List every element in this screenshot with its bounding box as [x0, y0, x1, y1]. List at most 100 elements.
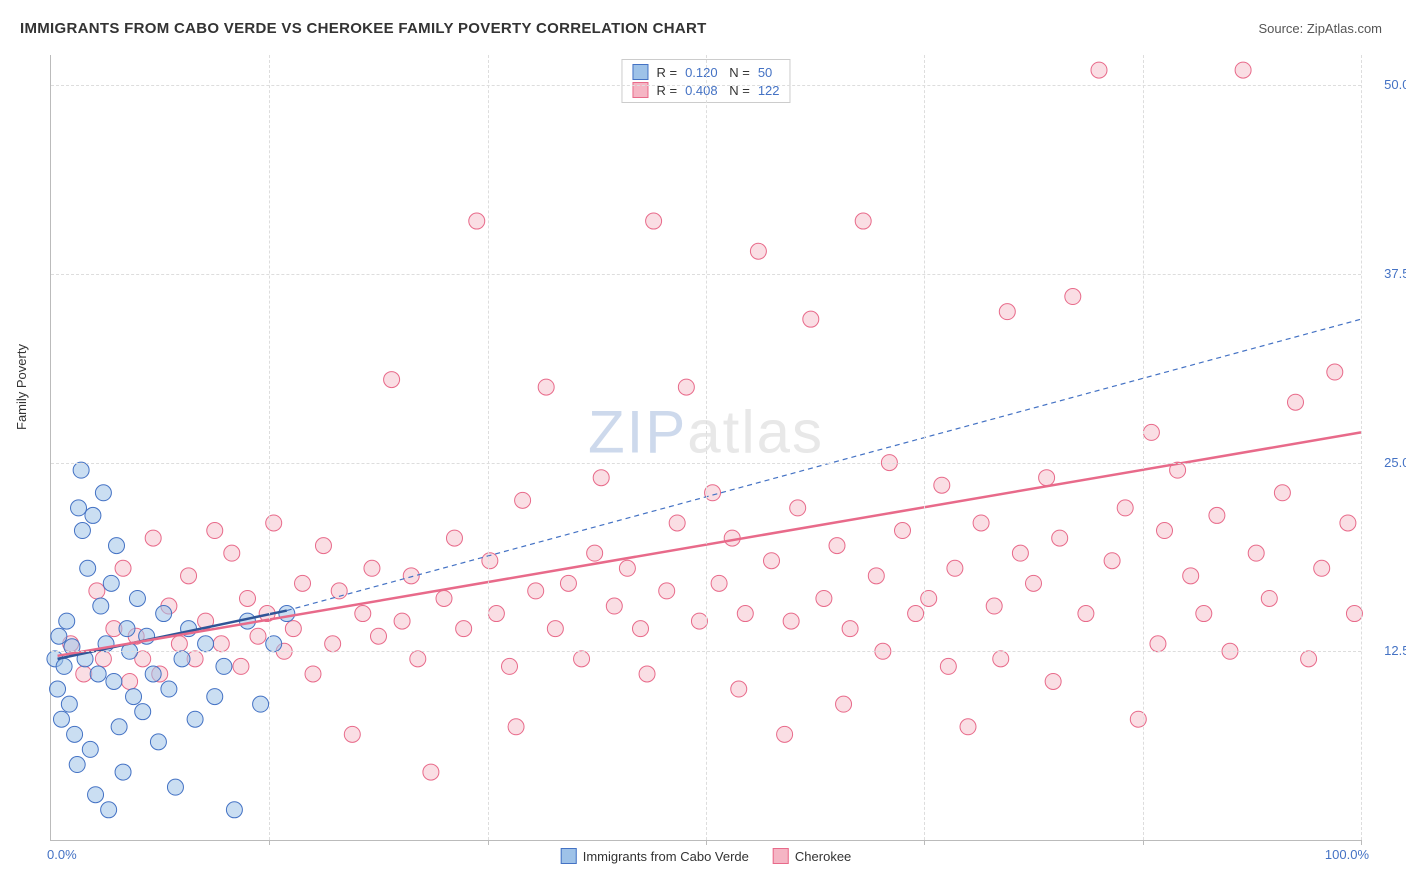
data-point: [207, 523, 223, 539]
data-point: [95, 651, 111, 667]
data-point: [1052, 530, 1068, 546]
data-point: [587, 545, 603, 561]
data-point: [790, 500, 806, 516]
data-point: [508, 719, 524, 735]
data-point: [53, 711, 69, 727]
data-point: [1026, 575, 1042, 591]
data-point: [156, 606, 172, 622]
data-point: [76, 666, 92, 682]
data-point: [777, 726, 793, 742]
data-point: [135, 704, 151, 720]
data-point: [659, 583, 675, 599]
data-point: [224, 545, 240, 561]
data-point: [95, 485, 111, 501]
data-point: [1065, 289, 1081, 305]
data-point: [1157, 523, 1173, 539]
gridline-v: [488, 55, 489, 840]
gridline-v: [924, 55, 925, 840]
data-point: [1130, 711, 1146, 727]
data-point: [973, 515, 989, 531]
data-point: [233, 658, 249, 674]
data-point: [593, 470, 609, 486]
data-point: [315, 538, 331, 554]
data-point: [999, 304, 1015, 320]
y-tick-label: 25.0%: [1371, 455, 1406, 470]
data-point: [750, 243, 766, 259]
data-point: [145, 666, 161, 682]
data-point: [90, 666, 106, 682]
source-attribution: Source: ZipAtlas.com: [1258, 21, 1382, 36]
data-point: [88, 787, 104, 803]
data-point: [456, 621, 472, 637]
data-point: [678, 379, 694, 395]
data-point: [1091, 62, 1107, 78]
chart-title: IMMIGRANTS FROM CABO VERDE VS CHEROKEE F…: [20, 20, 707, 37]
data-point: [129, 590, 145, 606]
data-point: [403, 568, 419, 584]
data-point: [816, 590, 832, 606]
data-point: [216, 658, 232, 674]
y-tick-label: 50.0%: [1371, 77, 1406, 92]
data-point: [93, 598, 109, 614]
x-tick-label: 0.0%: [47, 847, 77, 862]
data-point: [187, 711, 203, 727]
data-point: [355, 606, 371, 622]
gridline-v: [269, 55, 270, 840]
data-point: [836, 696, 852, 712]
data-point: [51, 628, 67, 644]
gridline-v: [1361, 55, 1362, 840]
data-point: [67, 726, 83, 742]
data-point: [436, 590, 452, 606]
data-point: [101, 802, 117, 818]
data-point: [325, 636, 341, 652]
data-point: [842, 621, 858, 637]
data-point: [646, 213, 662, 229]
data-point: [1301, 651, 1317, 667]
data-point: [560, 575, 576, 591]
data-point: [371, 628, 387, 644]
data-point: [1045, 673, 1061, 689]
data-point: [266, 636, 282, 652]
data-point: [167, 779, 183, 795]
data-point: [207, 689, 223, 705]
data-point: [783, 613, 799, 629]
data-point: [1288, 394, 1304, 410]
data-point: [266, 515, 282, 531]
data-point: [161, 681, 177, 697]
data-point: [1274, 485, 1290, 501]
data-point: [85, 507, 101, 523]
data-point: [528, 583, 544, 599]
data-point: [1143, 424, 1159, 440]
data-point: [488, 606, 504, 622]
data-point: [574, 651, 590, 667]
data-point: [109, 538, 125, 554]
x-tick-label: 100.0%: [1325, 847, 1369, 862]
data-point: [295, 575, 311, 591]
scatter-plot: ZIPatlas R =0.120 N =50 R =0.408 N =122 …: [50, 55, 1361, 841]
data-point: [59, 613, 75, 629]
data-point: [1261, 590, 1277, 606]
data-point: [80, 560, 96, 576]
data-point: [940, 658, 956, 674]
data-point: [410, 651, 426, 667]
gridline-v: [1143, 55, 1144, 840]
legend-swatch-blue: [632, 64, 648, 80]
legend-label: Cherokee: [795, 849, 851, 864]
data-point: [1183, 568, 1199, 584]
data-point: [423, 764, 439, 780]
data-point: [469, 213, 485, 229]
data-point: [145, 530, 161, 546]
data-point: [895, 523, 911, 539]
data-point: [394, 613, 410, 629]
data-point: [986, 598, 1002, 614]
data-point: [240, 590, 256, 606]
data-point: [1104, 553, 1120, 569]
data-point: [1012, 545, 1028, 561]
data-point: [106, 673, 122, 689]
data-point: [868, 568, 884, 584]
data-point: [1078, 606, 1094, 622]
data-point: [73, 462, 89, 478]
data-point: [633, 621, 649, 637]
data-point: [103, 575, 119, 591]
data-point: [115, 764, 131, 780]
